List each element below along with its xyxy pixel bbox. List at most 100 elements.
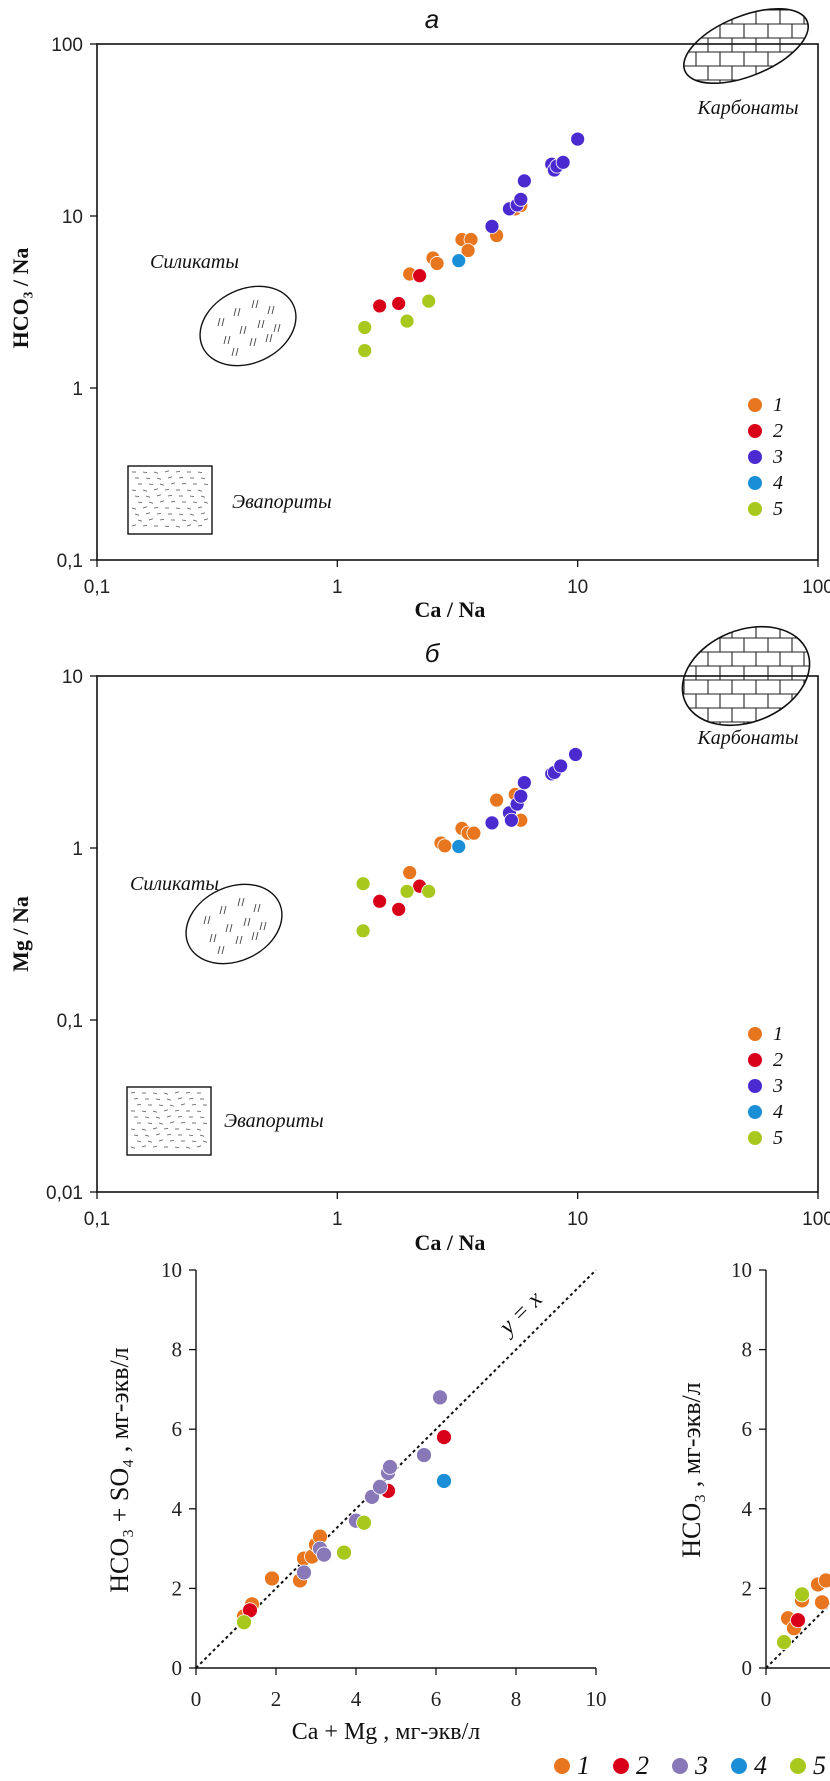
data-point-series-5	[336, 1544, 352, 1561]
x-tick-label: 1	[332, 1209, 343, 1230]
data-point-series-3	[416, 1447, 432, 1463]
data-point-series-4	[436, 1473, 452, 1489]
x-tick-label: 6	[431, 1687, 442, 1711]
y-tick-label: 0,1	[57, 1011, 83, 1032]
x-tick-label: 4	[351, 1687, 362, 1711]
carbonates-label: Карбонаты	[697, 727, 799, 749]
data-point-series-4	[451, 253, 467, 269]
carbonates-label: Карбонаты	[697, 97, 799, 119]
y-tick-label: 6	[172, 1417, 183, 1441]
y-axis-label: Mg / Na	[8, 896, 33, 972]
series-2	[242, 1429, 452, 1619]
y-tick-label: 10	[62, 207, 83, 228]
silicates-label: Силикаты	[130, 873, 219, 895]
x-tick-label: 0,1	[84, 1209, 110, 1230]
x-tick-label: 1	[332, 577, 343, 598]
x-tick-label: 0	[761, 1687, 772, 1711]
panel-label: б	[425, 638, 441, 668]
data-point-series-1	[460, 243, 476, 258]
data-point-series-3	[432, 1389, 448, 1406]
legend-marker-4	[748, 1105, 762, 1119]
series-3	[296, 1389, 448, 1581]
data-point-series-1	[429, 256, 445, 271]
data-point-series-3	[516, 775, 532, 791]
series-3	[484, 747, 583, 831]
data-point-series-2	[391, 901, 407, 917]
legend-marker-2	[748, 1053, 762, 1067]
bottom-legend-label-1: 1	[577, 1751, 590, 1780]
y-tick-label: 10	[731, 1258, 752, 1282]
data-point-series-3	[570, 131, 586, 147]
data-point-series-1	[489, 792, 505, 808]
data-point-series-5	[357, 320, 373, 335]
x-axis-label: Ca / Na	[415, 597, 486, 622]
data-point-series-3	[372, 1479, 388, 1495]
y-tick-label: 10	[62, 667, 83, 688]
y-tick-label: 100	[51, 35, 83, 56]
legend-label-1: 1	[773, 394, 783, 416]
y-axis-label: HCO₃ + SO₄ , мг-экв/л	[105, 1347, 134, 1592]
series-3	[484, 131, 586, 234]
y-tick-label: 0	[172, 1656, 183, 1680]
x-axis-label: Ca / Na	[415, 1230, 486, 1255]
y-tick-label: 2	[172, 1576, 183, 1600]
evaporite-dashes	[131, 470, 209, 528]
y-tick-label: 8	[172, 1338, 183, 1362]
data-point-series-5	[399, 313, 415, 329]
data-point-series-1	[818, 1572, 830, 1589]
legend-marker-1	[748, 398, 762, 412]
legend-label-4: 4	[773, 472, 783, 494]
x-tick-label: 2	[271, 1687, 282, 1711]
x-tick-label: 100	[802, 577, 830, 598]
series-2	[372, 878, 428, 917]
bottom-legend-marker-2	[613, 1758, 629, 1774]
series-4	[436, 1473, 452, 1489]
x-tick-label: 10	[586, 1687, 607, 1711]
data-point-series-1	[466, 825, 482, 841]
series-5	[236, 1514, 372, 1631]
y-tick-label: 10	[161, 1258, 182, 1282]
chart-panel-1: а 0,1 1 10 100 0,1 1 10 100 Ca / Na HCO₃ / Na Карбо…	[8, 0, 830, 622]
series-5	[357, 293, 437, 358]
series-5	[776, 1586, 810, 1651]
y-axis-label: HCO₃ , мг-экв/л	[677, 1382, 706, 1558]
x-tick-label: 10	[567, 577, 588, 598]
data-point-series-2	[391, 296, 407, 311]
data-point-series-1	[402, 865, 418, 880]
legend-label-3: 3	[772, 446, 783, 468]
data-point-series-5	[357, 343, 373, 358]
legend-marker-5	[748, 1131, 762, 1145]
legend-label-2: 2	[773, 420, 783, 442]
bottom-legend-marker-4	[731, 1758, 747, 1774]
legend-label-4: 4	[773, 1101, 783, 1123]
series-5	[355, 876, 437, 939]
chart-panel-3: 0 2 4 6 8 10 0 2 4 6 8 10 Ca + Mg , мг-экв/л HCO₃ + S…	[105, 1258, 607, 1745]
evaporite-dashes	[130, 1091, 208, 1149]
data-point-series-5	[355, 923, 371, 939]
bottom-legend-marker-1	[554, 1758, 570, 1774]
series-2	[790, 1612, 806, 1629]
reference-line-label: y = x	[493, 1286, 548, 1341]
data-point-series-3	[484, 219, 500, 234]
data-point-series-5	[776, 1634, 792, 1651]
data-point-series-5	[236, 1614, 252, 1631]
bottom-legend: 1 2 3 4 5	[554, 1751, 826, 1780]
data-point-series-3	[513, 788, 529, 804]
data-point-series-3	[516, 173, 532, 189]
y-tick-label: 0	[742, 1656, 753, 1680]
legend-label-5: 5	[773, 498, 783, 520]
data-point-series-1	[814, 1594, 830, 1611]
data-point-series-2	[412, 268, 428, 284]
data-point-series-5	[355, 876, 371, 892]
data-point-series-3	[484, 815, 500, 831]
plot-frame	[96, 675, 819, 1193]
data-point-series-3	[296, 1564, 312, 1581]
legend-marker-1	[748, 1027, 762, 1041]
data-point-series-5	[421, 293, 437, 309]
bottom-legend-label-3: 3	[694, 1751, 708, 1780]
y-axis-label: HCO₃ / Na	[8, 248, 33, 349]
x-tick-label: 100	[802, 1209, 830, 1230]
carbonate-ellipse	[681, 625, 811, 727]
